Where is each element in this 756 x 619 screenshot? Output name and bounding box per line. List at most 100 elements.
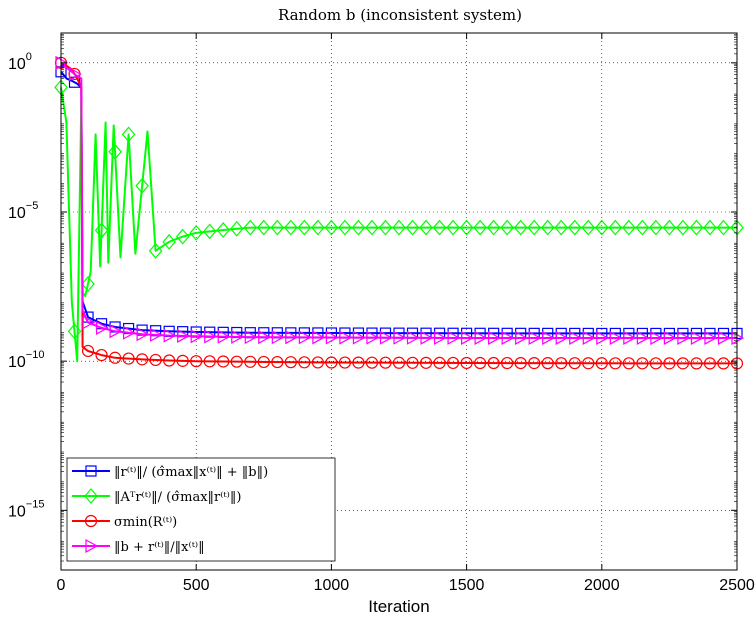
series-marker bbox=[636, 357, 649, 370]
series-marker bbox=[392, 356, 406, 369]
series-marker bbox=[148, 242, 163, 259]
series-marker bbox=[581, 219, 596, 236]
series-marker bbox=[85, 538, 99, 554]
series-marker bbox=[108, 143, 122, 160]
series-marker bbox=[406, 356, 419, 369]
series-marker bbox=[244, 355, 257, 368]
series-marker bbox=[325, 356, 338, 369]
series-marker bbox=[622, 219, 636, 236]
series-marker bbox=[379, 330, 393, 345]
series-marker bbox=[352, 330, 366, 345]
series-marker bbox=[609, 357, 622, 370]
series-marker bbox=[393, 330, 407, 345]
series-marker bbox=[311, 356, 324, 369]
series-marker bbox=[676, 357, 690, 370]
legend-box bbox=[66, 457, 336, 562]
series-marker bbox=[663, 357, 676, 370]
series-marker bbox=[635, 219, 650, 236]
series-marker bbox=[216, 222, 231, 238]
series-marker bbox=[203, 355, 216, 368]
series-marker bbox=[94, 222, 109, 239]
y-tick-label: 100 bbox=[8, 51, 32, 73]
legend-label: σmin(R⁽ᵗ⁾) bbox=[114, 515, 177, 530]
y-ticks: 100 10−5 10−10 10−15 bbox=[8, 34, 737, 562]
series-marker bbox=[244, 330, 258, 345]
series-marker bbox=[717, 330, 731, 345]
x-tick-label: 0 bbox=[57, 577, 66, 594]
series-marker bbox=[175, 228, 190, 245]
series-marker bbox=[284, 219, 298, 236]
series-marker bbox=[338, 219, 352, 236]
series-marker bbox=[461, 330, 474, 345]
x-tick-label: 2000 bbox=[584, 577, 620, 594]
series-marker bbox=[650, 330, 664, 345]
series-marker bbox=[271, 330, 285, 345]
x-axis-label: Iteration bbox=[368, 597, 429, 616]
series-marker bbox=[81, 344, 95, 358]
series-marker bbox=[662, 219, 677, 236]
series-marker bbox=[339, 330, 353, 345]
series-marker bbox=[202, 223, 217, 240]
series-marker bbox=[609, 330, 623, 345]
series-marker bbox=[500, 219, 514, 236]
series-marker bbox=[542, 330, 555, 345]
series-marker bbox=[447, 330, 461, 345]
series-marker bbox=[717, 357, 730, 370]
series-marker bbox=[217, 329, 231, 344]
series-marker bbox=[716, 219, 731, 236]
series-marker bbox=[109, 324, 123, 339]
series-marker bbox=[419, 219, 433, 236]
series-marker bbox=[555, 357, 568, 370]
series-marker bbox=[473, 219, 487, 236]
series-marker bbox=[623, 330, 637, 345]
series-marker bbox=[486, 219, 501, 236]
series-marker bbox=[82, 315, 96, 330]
series-marker bbox=[459, 219, 474, 236]
series-marker bbox=[446, 219, 460, 236]
series-marker bbox=[595, 219, 609, 236]
series-marker bbox=[527, 219, 541, 236]
series-marker bbox=[649, 219, 663, 236]
series-marker bbox=[243, 219, 258, 236]
series-marker bbox=[284, 356, 297, 369]
series-marker bbox=[541, 357, 554, 370]
series-marker bbox=[67, 323, 82, 340]
legend-label: ‖Aᵀr⁽ᵗ⁾‖/ (σ̂max‖r⁽ᵗ⁾‖) bbox=[114, 490, 241, 505]
series-line bbox=[60, 62, 737, 339]
series-marker bbox=[378, 219, 393, 236]
series-marker bbox=[258, 330, 272, 345]
series-marker bbox=[379, 356, 392, 369]
series-marker bbox=[338, 356, 352, 369]
series-marker bbox=[189, 224, 203, 241]
series-marker bbox=[257, 355, 270, 369]
series-marker bbox=[190, 329, 204, 344]
series-marker bbox=[515, 330, 528, 345]
series-marker bbox=[474, 330, 488, 345]
series-marker bbox=[217, 355, 230, 368]
series-marker bbox=[84, 488, 98, 504]
series-marker bbox=[298, 330, 312, 345]
series-marker bbox=[582, 330, 596, 345]
series-marker bbox=[514, 356, 527, 370]
series-marker bbox=[68, 67, 82, 82]
series-marker bbox=[528, 357, 541, 370]
series-marker bbox=[257, 219, 271, 236]
series-marker bbox=[312, 330, 326, 345]
series-marker bbox=[540, 219, 555, 236]
series-marker bbox=[567, 219, 582, 236]
series-marker bbox=[677, 330, 691, 345]
series-marker bbox=[122, 352, 135, 365]
x-ticks: 0 500 1000 1500 2000 2500 bbox=[57, 33, 755, 594]
series-marker bbox=[595, 357, 608, 370]
series-marker bbox=[365, 356, 379, 369]
series-marker bbox=[433, 356, 446, 369]
series-marker bbox=[554, 219, 569, 236]
series-marker bbox=[271, 355, 284, 369]
series-marker bbox=[95, 348, 108, 362]
series-marker bbox=[162, 233, 176, 250]
series-marker bbox=[204, 329, 217, 344]
series-marker bbox=[121, 126, 136, 143]
series-marker bbox=[149, 353, 162, 367]
plot-frame bbox=[60, 32, 738, 571]
